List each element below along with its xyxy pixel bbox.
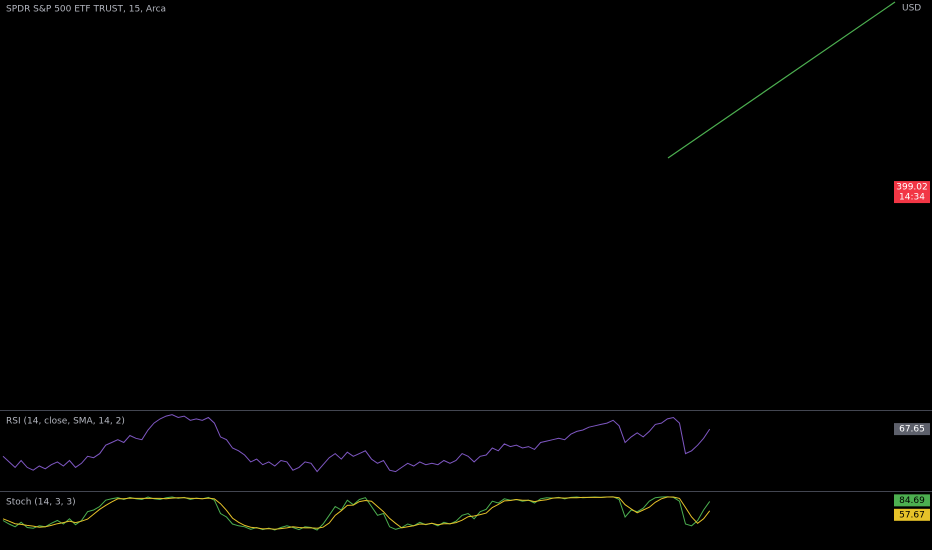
stoch-value-box (894, 494, 930, 507)
countdown-box (894, 192, 930, 204)
stoch-value: 57.67 (899, 510, 925, 520)
currency: USD (902, 4, 921, 14)
rsi-value: 67.65 (899, 425, 925, 435)
countdown: 14:34 (899, 193, 925, 203)
rsi-value-box (894, 423, 930, 436)
last-price: 399.02 (896, 183, 928, 193)
rsi-title: RSI (14, close, SMA, 14, 2) (6, 417, 125, 427)
stoch-value-box (894, 508, 930, 521)
stoch-value: 84.69 (899, 496, 925, 506)
symbol-title: SPDR S&P 500 ETF TRUST, 15, Arca (6, 5, 166, 15)
marks (2, 414, 711, 531)
last-price-box (894, 181, 930, 194)
trend-line[interactable] (667, 1, 896, 159)
stoch-title: Stoch (14, 3, 3) (6, 498, 76, 508)
stoch-line (2, 496, 711, 530)
rsi-line (2, 414, 711, 473)
